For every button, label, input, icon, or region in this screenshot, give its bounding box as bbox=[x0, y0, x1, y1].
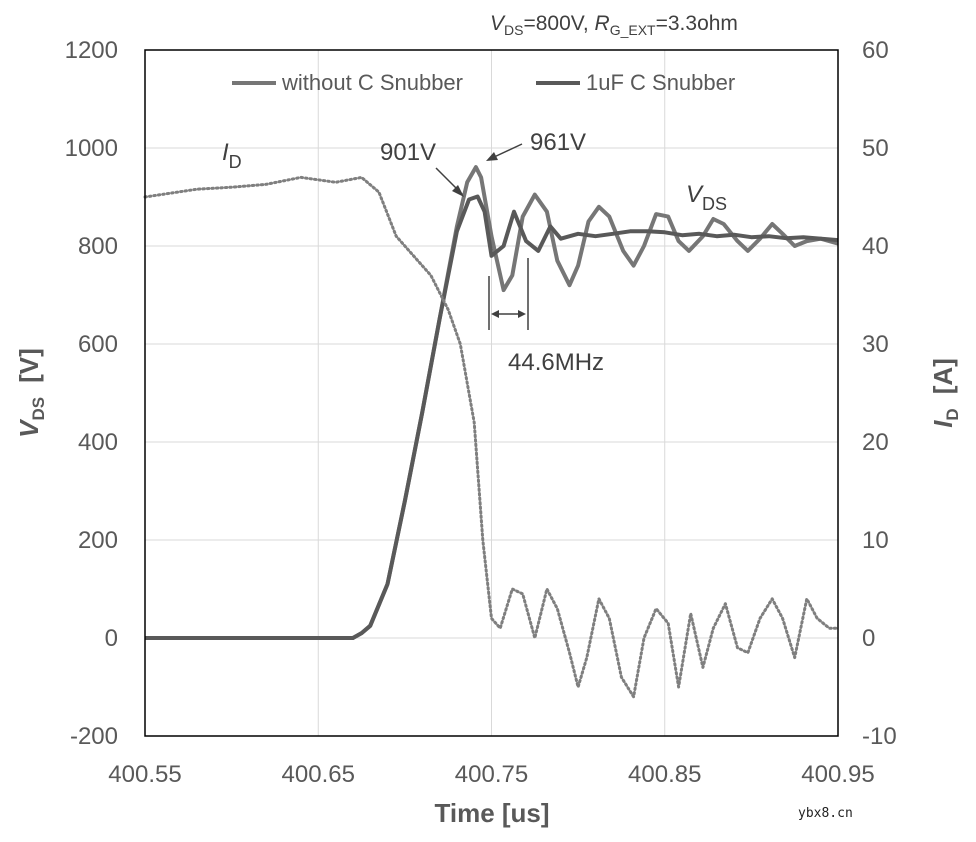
series-line-2 bbox=[143, 175, 840, 699]
legend: without C Snubber 1uF C Snubber bbox=[232, 70, 735, 95]
plot-frame bbox=[144, 49, 839, 737]
condition-text: VDS=800V, RG_EXT=3.3ohm bbox=[490, 12, 738, 38]
y-right-tick-label: 30 bbox=[862, 331, 889, 358]
y-left-tick-label: 600 bbox=[78, 331, 118, 358]
y-left-tick-label: 1200 bbox=[65, 37, 118, 64]
x-tick-label: 400.75 bbox=[455, 761, 528, 788]
y-right-axis-title: ID[A] bbox=[928, 358, 962, 428]
annotation-961v: 961V bbox=[530, 129, 586, 156]
y-left-tick-label: -200 bbox=[70, 723, 118, 750]
freq-arrow-right bbox=[518, 310, 526, 318]
y-right-tick-label: 40 bbox=[862, 233, 889, 260]
legend-label-without: without C Snubber bbox=[281, 70, 463, 95]
arrow-head-901v bbox=[452, 185, 464, 197]
arrow-head-961v bbox=[486, 152, 498, 161]
series-group bbox=[143, 165, 840, 699]
arrow-961v bbox=[491, 143, 523, 159]
curve-label-id: ID bbox=[222, 139, 242, 172]
x-tick-label: 400.85 bbox=[628, 761, 701, 788]
y-right-tick-label: 0 bbox=[862, 625, 875, 652]
y-right-tick-label: 10 bbox=[862, 527, 889, 554]
y-left-tick-label: 1000 bbox=[65, 135, 118, 162]
annotation-901v: 901V bbox=[380, 139, 436, 166]
y-right-tick-label: 50 bbox=[862, 135, 889, 162]
watermark: ybx8.cn bbox=[798, 806, 853, 821]
y-left-tick-label: 800 bbox=[78, 233, 118, 260]
curve-label-vds: VDS bbox=[686, 181, 727, 214]
x-tick-label: 400.65 bbox=[282, 761, 355, 788]
x-axis-title: Time [us] bbox=[434, 798, 549, 828]
x-tick-labels: 400.55 400.65 400.75 400.85 400.95 bbox=[108, 761, 874, 788]
y-left-axis-title: VDS[V] bbox=[14, 348, 48, 438]
annotation-frequency: 44.6MHz bbox=[508, 349, 604, 376]
x-tick-label: 400.95 bbox=[801, 761, 874, 788]
y-right-tick-label: 20 bbox=[862, 429, 889, 456]
y-left-tick-label: 200 bbox=[78, 527, 118, 554]
y-left-tick-label: 0 bbox=[105, 625, 118, 652]
x-tick-label: 400.55 bbox=[108, 761, 181, 788]
y-right-tick-label: -10 bbox=[862, 723, 897, 750]
y-right-tick-label: 60 bbox=[862, 37, 889, 64]
left-tick-labels: -200 0 200 400 600 800 1000 1200 bbox=[65, 37, 118, 750]
y-left-tick-label: 400 bbox=[78, 429, 118, 456]
legend-label-snubber: 1uF C Snubber bbox=[586, 70, 735, 95]
series-line-1 bbox=[145, 194, 839, 640]
right-tick-labels: -10 0 10 20 30 40 50 60 bbox=[862, 37, 897, 750]
freq-arrow-left bbox=[491, 310, 499, 318]
